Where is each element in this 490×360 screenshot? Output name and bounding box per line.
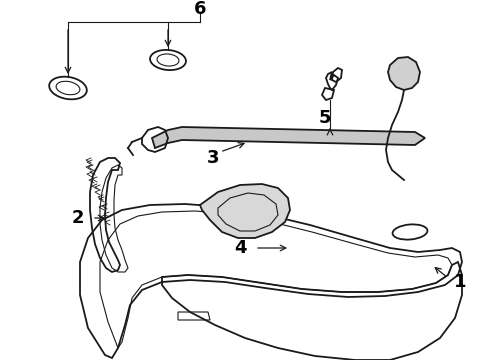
- Text: 4: 4: [234, 239, 246, 257]
- Text: 3: 3: [207, 149, 219, 167]
- Text: 1: 1: [454, 273, 466, 291]
- Polygon shape: [200, 184, 290, 238]
- Text: 5: 5: [319, 109, 331, 127]
- Text: 6: 6: [194, 0, 206, 18]
- Text: 2: 2: [72, 209, 84, 227]
- Polygon shape: [388, 57, 420, 90]
- Polygon shape: [152, 127, 425, 148]
